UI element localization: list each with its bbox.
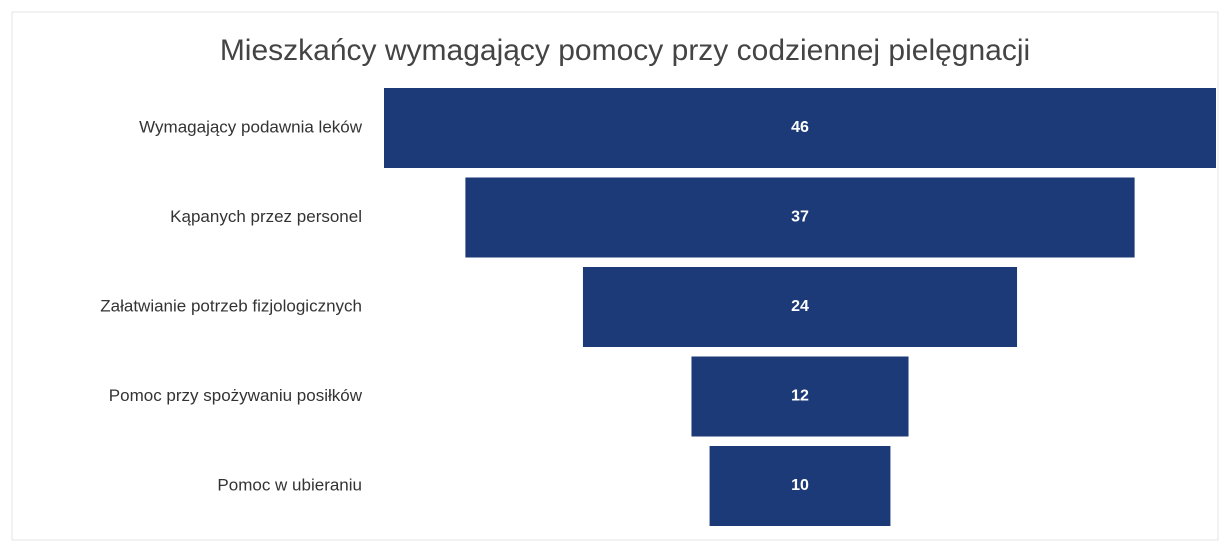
chart-frame	[11, 11, 1219, 541]
category-label: Pomoc przy spożywaniu posiłków	[109, 386, 363, 405]
funnel-bar	[384, 88, 1216, 168]
chart-title: Mieszkańcy wymagający pomocy przy codzie…	[220, 34, 1030, 67]
category-label: Załatwianie potrzeb fizjologicznych	[100, 296, 362, 315]
funnel-bar	[465, 177, 1135, 258]
funnel-bar	[582, 267, 1018, 347]
category-label: Wymagający podawnia leków	[139, 117, 363, 136]
data-label: 46	[791, 119, 809, 136]
data-label: 12	[791, 388, 809, 405]
category-label: Pomoc w ubieraniu	[217, 475, 362, 494]
category-label: Kąpanych przez personel	[170, 207, 362, 226]
data-label: 24	[791, 298, 809, 315]
data-label: 10	[791, 477, 809, 494]
funnel-bar	[691, 356, 909, 437]
funnel-bar	[709, 446, 891, 526]
data-label: 37	[791, 209, 809, 226]
